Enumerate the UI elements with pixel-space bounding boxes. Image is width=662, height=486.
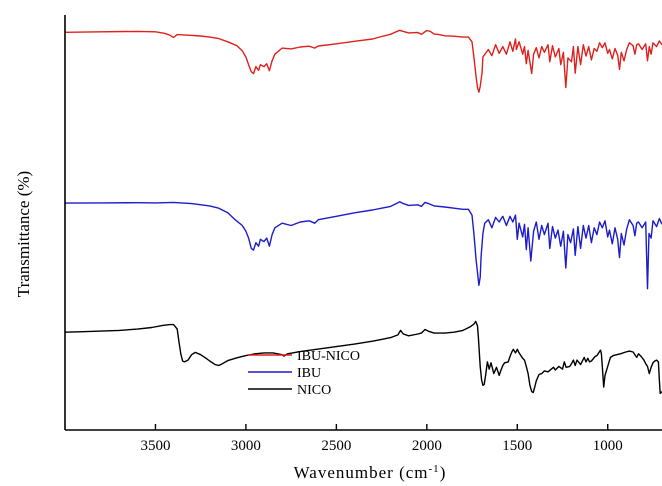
- legend-label-ibu-nico: IBU-NICO: [297, 349, 360, 364]
- x-ticks: 3500 3000 2500 2000 1500 1000: [140, 424, 623, 454]
- x-tick-label-1000: 1000: [593, 438, 623, 454]
- y-axis-label: Transmittance (%): [14, 171, 33, 297]
- series-line-ibu: [64, 201, 662, 290]
- legend-label-ibu: IBU: [297, 366, 321, 381]
- x-tick-label-1500: 1500: [502, 438, 532, 454]
- series-line-ibu-nico: [64, 29, 662, 93]
- x-tick-label-3000: 3000: [231, 438, 261, 454]
- x-axis-label: Wavenumber (cm-1): [294, 463, 447, 482]
- x-tick-label-3500: 3500: [140, 438, 170, 454]
- x-tick-label-2000: 2000: [412, 438, 442, 454]
- series-layer: [64, 29, 662, 395]
- x-axis-label-sup: -1: [429, 463, 440, 475]
- axes-layer: [64, 15, 662, 431]
- legend: IBU-NICO IBU NICO: [248, 349, 360, 398]
- x-axis-label-main: Wavenumber (cm: [294, 463, 429, 482]
- legend-label-nico: NICO: [297, 383, 331, 398]
- series-line-nico: [64, 320, 662, 395]
- x-axis-label-suffix: ): [440, 463, 447, 482]
- x-tick-label-2500: 2500: [321, 438, 351, 454]
